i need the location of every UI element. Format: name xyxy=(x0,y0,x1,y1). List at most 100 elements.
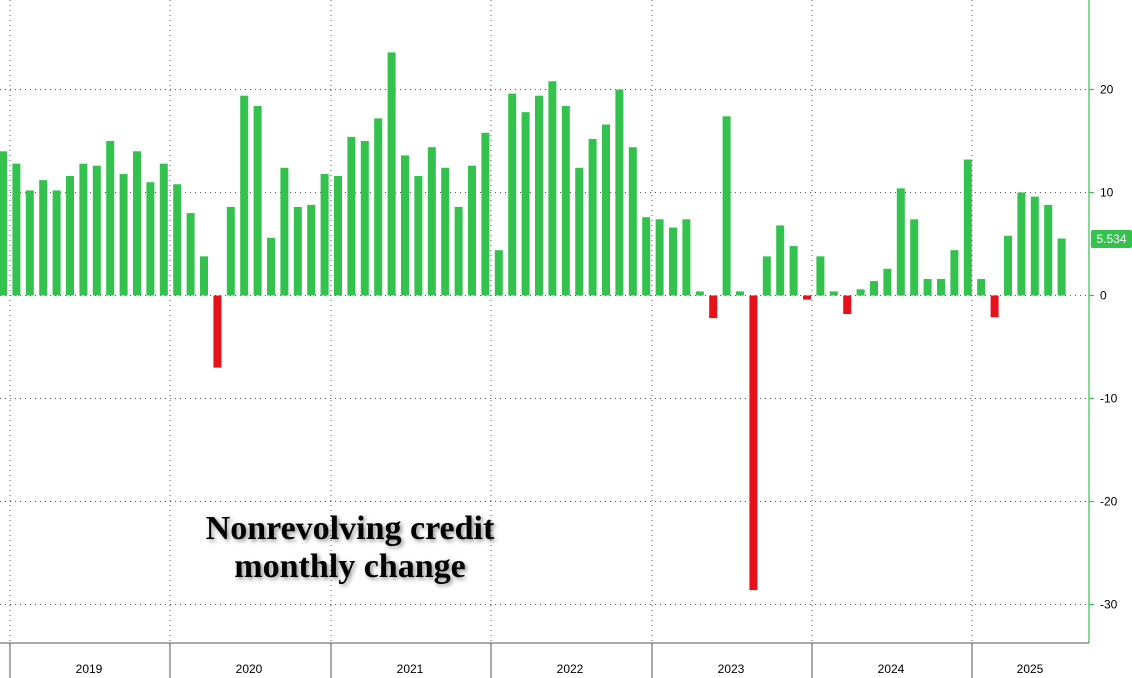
bar xyxy=(521,112,530,296)
bar xyxy=(829,291,838,296)
bar xyxy=(280,167,289,296)
y-tick-label: -30 xyxy=(1100,598,1118,612)
bar xyxy=(937,279,945,296)
bar xyxy=(253,105,262,296)
bar xyxy=(789,246,798,296)
bar xyxy=(575,167,584,296)
x-year-label: 2022 xyxy=(557,662,584,676)
bar xyxy=(226,206,235,296)
bar xyxy=(682,219,691,296)
bar xyxy=(12,163,21,296)
chart-title: Nonrevolving credit monthly change xyxy=(150,510,550,586)
bar xyxy=(816,256,825,296)
bar xyxy=(293,206,302,296)
bar xyxy=(669,227,677,296)
bar xyxy=(990,295,999,318)
bar xyxy=(1017,192,1026,296)
bar xyxy=(1044,204,1053,296)
bar xyxy=(602,124,610,296)
bar xyxy=(267,237,275,296)
bar xyxy=(320,173,329,296)
y-tick-label: 20 xyxy=(1100,83,1114,97)
bar xyxy=(374,118,383,296)
x-year-label: 2021 xyxy=(397,662,424,676)
bar xyxy=(347,136,356,296)
bar xyxy=(468,165,476,296)
bar xyxy=(92,165,101,296)
x-year-label: 2023 xyxy=(718,662,745,676)
bar xyxy=(213,295,222,368)
bar xyxy=(360,141,369,296)
bar xyxy=(642,217,651,296)
bar xyxy=(856,289,865,296)
x-year-label: 2020 xyxy=(236,662,263,676)
bar xyxy=(481,132,490,296)
bar xyxy=(0,151,7,296)
bar xyxy=(963,159,972,296)
bar xyxy=(146,182,155,296)
bar xyxy=(79,163,88,296)
bar xyxy=(803,295,811,300)
bar xyxy=(722,116,731,296)
bar xyxy=(749,295,758,591)
y-tick-label: -20 xyxy=(1100,495,1118,509)
bar xyxy=(66,176,74,296)
y-tick-label: 10 xyxy=(1100,186,1114,200)
bar xyxy=(628,147,637,296)
bar xyxy=(133,151,141,296)
bar xyxy=(186,213,195,296)
bar xyxy=(173,184,182,296)
bar xyxy=(535,95,543,296)
x-year-label: 2025 xyxy=(1017,662,1044,676)
bar xyxy=(25,190,34,296)
bar xyxy=(910,219,919,296)
bar xyxy=(870,281,878,296)
bar xyxy=(588,138,597,296)
bar xyxy=(427,147,436,296)
y-tick-label: -10 xyxy=(1100,392,1118,406)
bar xyxy=(494,250,503,296)
bar xyxy=(307,204,316,296)
bar xyxy=(655,219,664,296)
bar xyxy=(200,256,208,296)
bar xyxy=(401,155,409,296)
bar-layer xyxy=(0,52,1066,591)
bar xyxy=(39,180,48,296)
bar xyxy=(548,81,557,296)
bar xyxy=(695,291,704,296)
grid-layer xyxy=(0,0,1089,643)
bar xyxy=(776,225,785,296)
bar xyxy=(762,256,771,296)
bar xyxy=(454,206,463,296)
bar xyxy=(441,167,450,296)
y-tick-label: 0 xyxy=(1100,289,1107,303)
bar xyxy=(508,93,517,296)
bar xyxy=(883,268,892,296)
bar xyxy=(1057,238,1066,296)
bar xyxy=(159,163,168,296)
bar xyxy=(1030,196,1039,296)
bar xyxy=(1004,235,1012,296)
last-value-badge: 5.534 xyxy=(1091,230,1132,248)
bar xyxy=(950,250,959,296)
bar xyxy=(709,295,718,319)
bar xyxy=(52,190,61,296)
bar xyxy=(387,52,396,296)
bar xyxy=(615,89,624,296)
bar xyxy=(896,188,905,296)
bar xyxy=(414,176,423,296)
bar xyxy=(736,291,744,296)
bar xyxy=(106,141,115,296)
bar xyxy=(334,176,342,296)
bar xyxy=(119,173,128,296)
x-year-label: 2024 xyxy=(878,662,905,676)
chart-title-line-1: Nonrevolving credit xyxy=(205,510,495,547)
bar xyxy=(977,279,986,296)
chart-title-line-2: monthly change xyxy=(234,548,466,585)
bar xyxy=(843,295,852,315)
bar xyxy=(240,95,249,296)
x-year-label: 2019 xyxy=(76,662,103,676)
